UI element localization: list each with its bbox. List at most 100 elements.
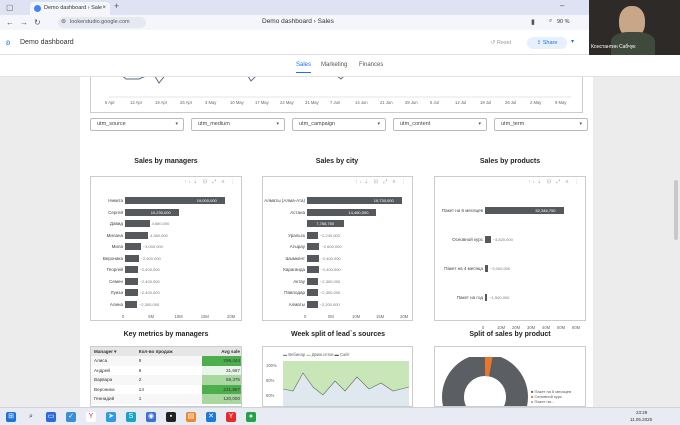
bar-value-label: 4,380,000 <box>149 232 168 238</box>
bar[interactable] <box>125 300 138 308</box>
bar[interactable] <box>307 208 377 216</box>
table-row[interactable]: Андрей 6 31,667 <box>91 365 241 375</box>
windows-start-icon[interactable]: ⊞ <box>6 412 16 422</box>
minimize-icon[interactable]: – <box>560 1 565 10</box>
excel-icon[interactable]: ● <box>246 412 256 422</box>
bar[interactable] <box>307 289 319 296</box>
bar[interactable] <box>307 197 402 204</box>
bar[interactable] <box>125 277 138 285</box>
close-tab-icon[interactable]: × <box>102 5 106 11</box>
bar[interactable] <box>307 254 319 262</box>
telegram-icon[interactable]: ➤ <box>106 412 116 422</box>
bar[interactable] <box>485 207 564 214</box>
bar[interactable] <box>307 220 345 227</box>
week-split-panel: ▬ Вебинар ▬ Движ.сетки ▬ Сайт 100% 80% 6… <box>262 346 413 407</box>
terminal-icon[interactable]: ▪ <box>166 412 176 422</box>
yandex-icon[interactable]: Y <box>226 412 236 422</box>
bar[interactable] <box>125 254 139 262</box>
bar[interactable] <box>125 220 150 227</box>
filter-utm-medium[interactable]: utm_medium ▾ <box>191 118 285 131</box>
table-header-row: Manager ▾ Кол-во продаж Avg sale <box>91 347 241 356</box>
app-icon[interactable]: ◉ <box>146 412 156 422</box>
bar[interactable] <box>307 277 319 285</box>
chart-toolbar[interactable]: ↑↓⇣ ⊡ ⤢ ≡ ⋮ <box>528 179 581 185</box>
x-tick-label: 20M <box>400 314 409 319</box>
bar-value-label: ~2,400,000 <box>320 255 341 261</box>
vscode-icon[interactable]: ✕ <box>206 412 216 422</box>
bar-value-label: 14,460,000 <box>348 209 369 215</box>
tab-title: Demo dashboard › Sale <box>44 5 103 11</box>
bar[interactable] <box>125 266 138 273</box>
table-row[interactable]: Варвара 2 59,375 <box>91 375 241 385</box>
bookmark-icon[interactable]: ▮ <box>531 19 535 26</box>
bar[interactable] <box>485 294 488 301</box>
timeline-tick: 3 May <box>205 100 217 105</box>
share-dropdown-icon[interactable]: ▾ <box>571 39 575 45</box>
bar[interactable] <box>307 231 318 239</box>
bar[interactable] <box>125 208 179 216</box>
back-icon[interactable]: ← <box>6 18 14 27</box>
table-row[interactable]: Геннадий 1 120,000 <box>91 394 241 404</box>
bar[interactable] <box>485 236 491 243</box>
bar-value-label: ~2,400,000 <box>139 290 160 295</box>
col-manager[interactable]: Manager ▾ <box>94 348 117 354</box>
donut-legend: ■ Пакет на 6 месяцев ■ Основной курс ■ П… <box>531 389 571 404</box>
bar-category-label: Шымкент <box>285 255 305 261</box>
share-button[interactable]: ⇪ Share <box>527 37 567 49</box>
tab-marketing[interactable]: Marketing <box>321 62 348 68</box>
bar[interactable] <box>485 265 488 272</box>
bar[interactable] <box>307 266 319 273</box>
table-row[interactable]: Алиса 9 299,444 <box>91 356 241 366</box>
filter-utm-source[interactable]: utm_source ▾ <box>90 118 184 131</box>
tab-list-icon[interactable]: ▢ <box>6 3 14 12</box>
url-field[interactable]: ⊚ lookerstudio.google.com <box>58 17 146 28</box>
legend-label: Основной курс <box>534 394 562 399</box>
search-icon[interactable]: ⌕ <box>29 413 33 420</box>
filter-utm-term[interactable]: utm_term ▾ <box>494 118 588 131</box>
bar-value-label: ~3,000,000 <box>142 244 163 249</box>
week-split-legend: ▬ Вебинар ▬ Движ.сетки ▬ Сайт <box>283 352 350 357</box>
tab-sales[interactable]: Sales <box>296 62 312 73</box>
yandex-browser-icon[interactable]: Y <box>86 412 96 422</box>
legend-swatch-icon: ▬ <box>334 352 339 357</box>
chart-products-panel: ↑↓⇣ ⊡ ⤢ ≡ ⋮ Пакет на 6 месяцев 52,346,750… <box>434 176 586 330</box>
bar[interactable] <box>125 197 225 204</box>
reload-icon[interactable]: ↻ <box>34 18 41 27</box>
chart-toolbar[interactable]: ↑↓⇣ ⊡ ⤢ ≡ ⋮ <box>184 179 237 185</box>
url-text: lookerstudio.google.com <box>70 19 130 25</box>
page-scrollbar[interactable] <box>674 180 678 240</box>
taskbar-time[interactable]: 23:29 <box>636 410 648 415</box>
task-view-icon[interactable]: ▭ <box>46 412 56 422</box>
looker-logo-icon[interactable]: ʚ <box>6 38 11 47</box>
site-info-icon[interactable]: ⊚ <box>61 19 67 25</box>
timeline-tick: 21 Jun <box>380 100 393 105</box>
bar[interactable] <box>125 289 138 296</box>
filter-utm-content[interactable]: utm_content ▾ <box>393 118 487 131</box>
skype-icon[interactable]: S <box>126 412 136 422</box>
store-icon[interactable]: ✓ <box>66 412 76 422</box>
bar[interactable] <box>125 231 148 239</box>
col-avg-sale[interactable]: Avg sale <box>221 349 240 354</box>
chart-toolbar[interactable]: ↑↓⇣ ⊡ ⤢ ≡ ⋮ <box>355 179 408 185</box>
report-title: Demo dashboard <box>20 39 74 46</box>
col-sales-count[interactable]: Кол-во продаж <box>138 349 173 354</box>
taskbar-date[interactable]: 11.05.2025 <box>630 417 653 422</box>
x-tick-label: 30M <box>527 325 536 330</box>
table-row[interactable]: Вероника 14 221,857 <box>91 384 241 394</box>
browser-tab[interactable]: Demo dashboard › Sale × <box>30 2 110 15</box>
bar[interactable] <box>307 243 320 250</box>
zoom-level[interactable]: 90 % <box>557 19 570 25</box>
timeline-tick: 26 Apr <box>180 100 193 105</box>
forward-icon[interactable]: → <box>20 18 28 27</box>
bar-category-label: Пакет на 6 месяцев <box>441 208 483 213</box>
filter-utm-campaign[interactable]: utm_campaign ▾ <box>292 118 386 131</box>
new-tab-icon[interactable]: + <box>114 1 120 11</box>
reset-button[interactable]: ↺ Reset <box>481 37 521 49</box>
timeline-tick: 12 Apr <box>130 100 143 105</box>
video-call-overlay: Константин Сабчук <box>589 0 680 55</box>
bar[interactable] <box>307 300 318 308</box>
explorer-icon[interactable]: ▤ <box>186 412 196 422</box>
bar[interactable] <box>125 243 141 250</box>
tab-finances[interactable]: Finances <box>359 62 384 68</box>
y-tick: 100% <box>266 363 277 368</box>
